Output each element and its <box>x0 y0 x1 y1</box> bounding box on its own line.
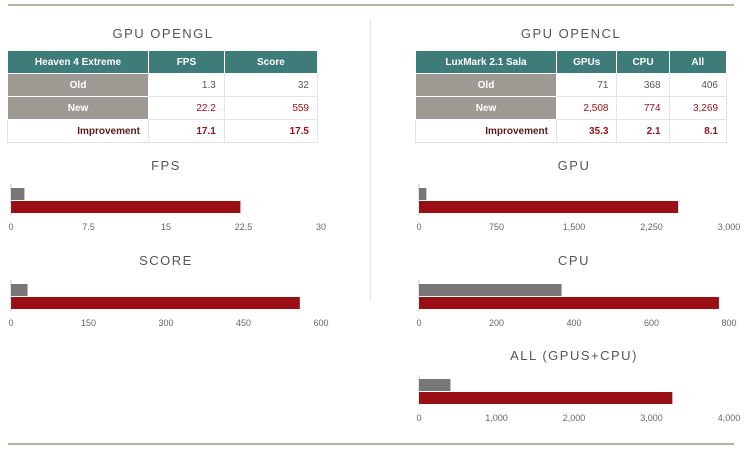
tick-label: 0 <box>416 318 421 328</box>
top-rule <box>8 4 734 6</box>
table-cell: 774 <box>616 96 670 120</box>
tick-label: 1,500 <box>563 222 586 232</box>
table-cell: 71 <box>555 73 618 97</box>
table-cell: 559 <box>223 96 319 120</box>
tick-label: 2,250 <box>640 222 663 232</box>
table-row: Old 1.3 32 <box>7 73 319 97</box>
tick-label: 30 <box>316 222 326 232</box>
tick-label: 3,000 <box>640 413 663 423</box>
table-cell: 35.3 <box>555 119 618 143</box>
bar-new <box>11 297 300 309</box>
cpu-chart-title: CPU <box>558 253 590 268</box>
table-cell: 2,508 <box>555 96 618 120</box>
opengl-table: Heaven 4 Extreme FPS Score Old 1.3 32 Ne… <box>7 50 319 143</box>
tick-label: 2,000 <box>563 413 586 423</box>
table-cell: 406 <box>668 73 728 97</box>
tick-label: 0 <box>416 222 421 232</box>
bar-old <box>419 284 562 296</box>
row-label: Improvement <box>7 119 149 143</box>
table-cell: 22.2 <box>148 96 225 120</box>
header-cell: GPUs <box>555 50 618 74</box>
all-bar-chart: 0 1,000 2,000 3,000 4,000 <box>416 375 741 423</box>
table-row: New 22.2 559 <box>7 96 319 120</box>
tick-label: 15 <box>161 222 171 232</box>
tick-label: 0 <box>416 413 421 423</box>
bar-old <box>11 284 28 296</box>
fps-chart-title: FPS <box>151 158 181 173</box>
table-cell: 8.1 <box>668 119 728 143</box>
tick-label: 0 <box>8 318 13 328</box>
opengl-heading: GPU OPENGL <box>112 26 214 41</box>
bar-new <box>419 297 719 309</box>
table-row: Improvement 17.1 17.5 <box>7 119 319 143</box>
tick-label: 750 <box>489 222 504 232</box>
bar-new <box>419 392 673 404</box>
table-cell: 17.1 <box>148 119 225 143</box>
table-cell: 17.5 <box>223 119 319 143</box>
table-cell: 368 <box>616 73 670 97</box>
bar-old <box>11 188 25 200</box>
fps-bar-chart: 0 7.5 15 22.5 30 <box>8 184 326 232</box>
all-chart-title: ALL (GPUS+CPU) <box>510 348 638 363</box>
table-header-row: Heaven 4 Extreme FPS Score <box>7 50 319 74</box>
tick-label: 600 <box>644 318 659 328</box>
row-label: New <box>415 96 557 120</box>
row-label: Old <box>7 73 149 97</box>
tick-label: 400 <box>566 318 581 328</box>
bar-new <box>419 201 679 213</box>
table-row: Improvement 35.3 2.1 8.1 <box>415 119 728 143</box>
header-cell: LuxMark 2.1 Sala <box>415 50 557 74</box>
opencl-heading: GPU OPENCL <box>520 26 622 41</box>
table-row: Old 71 368 406 <box>415 73 728 97</box>
tick-label: 22.5 <box>235 222 253 232</box>
gpu-chart-title: GPU <box>557 158 591 173</box>
gpu-bar-chart: 0 750 1,500 2,250 3,000 <box>416 184 741 232</box>
tick-label: 200 <box>489 318 504 328</box>
cpu-bar-chart: 0 200 400 600 800 <box>416 280 737 328</box>
table-cell: 2.1 <box>616 119 670 143</box>
tick-label: 300 <box>158 318 173 328</box>
table-cell: 3,269 <box>668 96 728 120</box>
header-cell: FPS <box>148 50 225 74</box>
header-cell: Heaven 4 Extreme <box>7 50 149 74</box>
table-cell: 1.3 <box>148 73 225 97</box>
header-cell: Score <box>223 50 319 74</box>
tick-label: 150 <box>81 318 96 328</box>
tick-label: 7.5 <box>82 222 95 232</box>
opencl-table: LuxMark 2.1 Sala GPUs CPU All Old 71 368… <box>415 50 728 143</box>
tick-label: 600 <box>313 318 328 328</box>
bar-old <box>419 188 427 200</box>
score-bar-chart: 0 150 300 450 600 <box>8 280 329 328</box>
table-header-row: LuxMark 2.1 Sala GPUs CPU All <box>415 50 728 74</box>
row-label: Old <box>415 73 557 97</box>
tick-label: 4,000 <box>718 413 741 423</box>
tick-label: 800 <box>721 318 736 328</box>
row-label: New <box>7 96 149 120</box>
table-cell: 32 <box>223 73 319 97</box>
bar-old <box>419 379 451 391</box>
score-chart-title: SCORE <box>139 253 193 268</box>
tick-label: 0 <box>8 222 13 232</box>
tick-label: 1,000 <box>485 413 508 423</box>
header-cell: CPU <box>616 50 670 74</box>
bottom-rule <box>8 443 734 445</box>
row-label: Improvement <box>415 119 557 143</box>
tick-label: 3,000 <box>718 222 741 232</box>
header-cell: All <box>668 50 728 74</box>
table-row: New 2,508 774 3,269 <box>415 96 728 120</box>
column-divider <box>370 20 371 300</box>
tick-label: 450 <box>236 318 251 328</box>
bar-new <box>11 201 241 213</box>
